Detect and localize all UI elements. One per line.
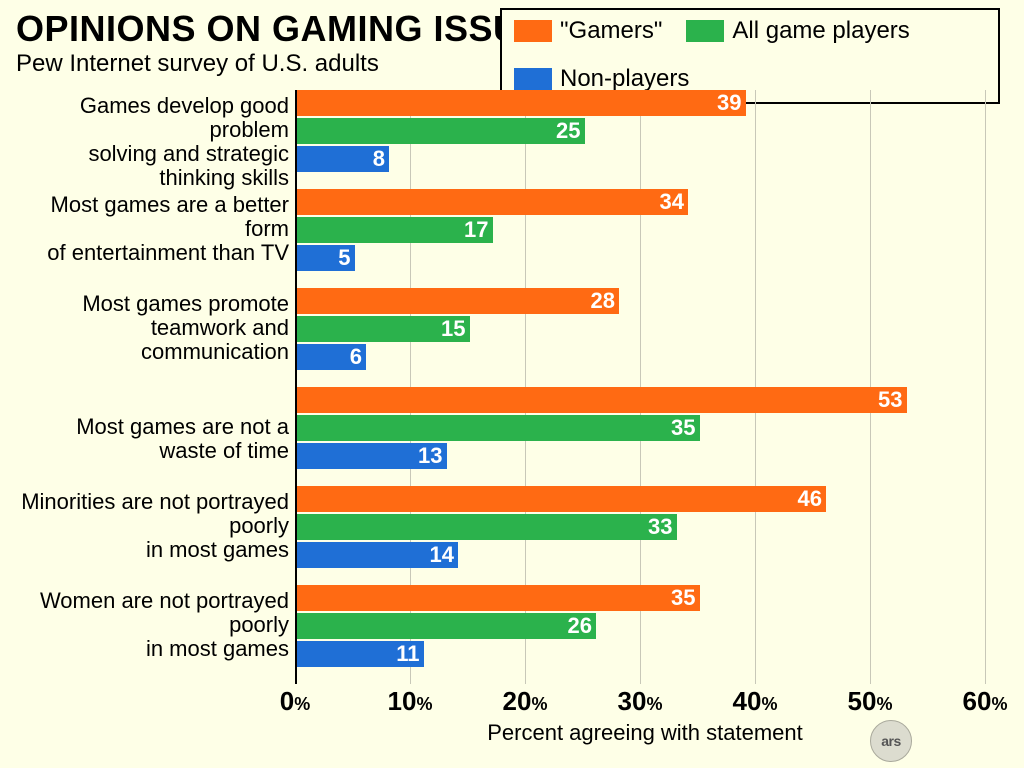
x-tick: 30%: [618, 686, 663, 717]
bar-nonplayers: 11: [297, 641, 424, 667]
bar-gamers: 35: [297, 585, 700, 611]
chart-container: OPINIONS ON GAMING ISSUES BY GROUP Pew I…: [0, 0, 1024, 768]
legend-label-allplayers: All game players: [732, 16, 909, 46]
bar-value-label: 26: [568, 613, 592, 639]
swatch-allplayers: [686, 20, 724, 42]
bar-value-label: 25: [556, 118, 580, 144]
bar-nonplayers: 6: [297, 344, 366, 370]
bar-gamers: 39: [297, 90, 746, 116]
bar-nonplayers: 8: [297, 146, 389, 172]
bar-allplayers: 33: [297, 514, 677, 540]
category-label: Women are not portrayed poorlyin most ga…: [14, 589, 289, 661]
category-label: Games develop good problemsolving and st…: [14, 94, 289, 190]
swatch-gamers: [514, 20, 552, 42]
chart-subtitle: Pew Internet survey of U.S. adults: [16, 50, 379, 78]
category-label: Minorities are not portrayed poorlyin mo…: [14, 490, 289, 562]
bar-value-label: 39: [717, 90, 741, 116]
category-label: Most games promoteteamwork and communica…: [14, 292, 289, 364]
bar-value-label: 8: [373, 146, 385, 172]
legend-row: "Gamers" All game players Non-players: [514, 16, 986, 94]
bar-value-label: 15: [441, 316, 465, 342]
x-tick: 10%: [388, 686, 433, 717]
bar-group: 53 35 13: [297, 387, 987, 471]
bar-value-label: 35: [671, 585, 695, 611]
bar-value-label: 53: [878, 387, 902, 413]
bar-nonplayers: 13: [297, 443, 447, 469]
ars-badge-icon: ars: [870, 720, 912, 762]
bar-nonplayers: 5: [297, 245, 355, 271]
swatch-nonplayers: [514, 68, 552, 90]
x-axis-title: Percent agreeing with statement: [487, 720, 803, 746]
bar-value-label: 13: [418, 443, 442, 469]
x-tick: 40%: [733, 686, 778, 717]
bar-value-label: 33: [648, 514, 672, 540]
ars-badge-text: ars: [881, 733, 901, 749]
bar-gamers: 28: [297, 288, 619, 314]
bar-group: 34 17 5: [297, 189, 987, 273]
category-label: Most games are not a waste of time: [14, 415, 289, 463]
bar-value-label: 34: [660, 189, 684, 215]
legend-label-gamers: "Gamers": [560, 16, 662, 46]
bar-group: 35 26 11: [297, 585, 987, 669]
bar-gamers: 53: [297, 387, 907, 413]
bar-group: 28 15 6: [297, 288, 987, 372]
bar-value-label: 35: [671, 415, 695, 441]
legend-item-gamers: "Gamers": [514, 16, 662, 46]
bar-value-label: 14: [430, 542, 454, 568]
x-tick: 20%: [503, 686, 548, 717]
bar-allplayers: 15: [297, 316, 470, 342]
bar-gamers: 46: [297, 486, 826, 512]
bar-group: 46 33 14: [297, 486, 987, 570]
x-tick: 0%: [280, 686, 310, 717]
plot-area: 39 25 8 34 17 5 28 15 6 53 35 13 46 33 14 35 26 11: [295, 90, 985, 684]
x-tick: 60%: [963, 686, 1008, 717]
bar-value-label: 5: [338, 245, 350, 271]
bar-value-label: 6: [350, 344, 362, 370]
bar-gamers: 34: [297, 189, 688, 215]
bar-allplayers: 17: [297, 217, 493, 243]
bar-allplayers: 25: [297, 118, 585, 144]
bar-nonplayers: 14: [297, 542, 458, 568]
bar-allplayers: 35: [297, 415, 700, 441]
bar-group: 39 25 8: [297, 90, 987, 174]
bar-value-label: 17: [464, 217, 488, 243]
legend-item-allplayers: All game players: [686, 16, 909, 46]
bar-value-label: 11: [396, 641, 419, 667]
bar-value-label: 46: [798, 486, 822, 512]
bar-value-label: 28: [591, 288, 615, 314]
x-tick: 50%: [848, 686, 893, 717]
bar-allplayers: 26: [297, 613, 596, 639]
category-label: Most games are a better formof entertain…: [14, 193, 289, 265]
